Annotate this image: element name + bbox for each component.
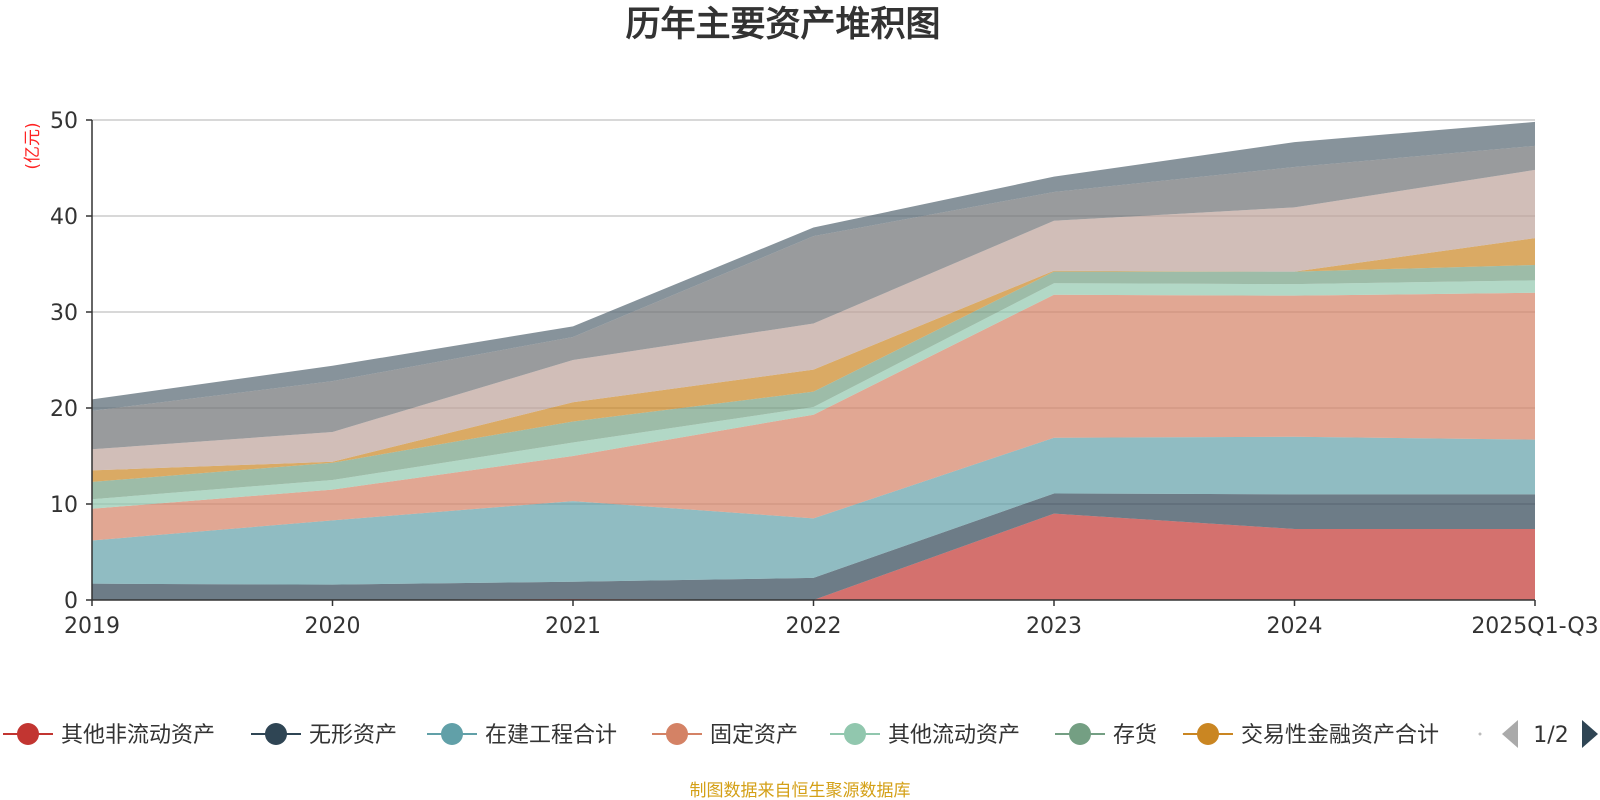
x-tick-label-1: 2020 xyxy=(305,614,361,639)
legend-item-5[interactable]: 存货 xyxy=(1055,723,1157,748)
y-tick-label-5: 50 xyxy=(50,109,78,134)
x-tick-label-3: 2022 xyxy=(786,614,842,639)
x-tick-label-5: 2024 xyxy=(1267,614,1323,639)
legend-overflow-dot xyxy=(1478,732,1482,736)
legend-item-2[interactable]: 在建工程合计 xyxy=(427,723,617,748)
area-series-group xyxy=(92,121,1535,600)
legend-label-0: 其他非流动资产 xyxy=(61,723,215,748)
chart-title: 历年主要资产堆积图 xyxy=(625,5,940,45)
legend-item-3[interactable]: 固定资产 xyxy=(652,723,798,748)
legend-marker-6 xyxy=(1197,723,1219,745)
legend-label-6: 交易性金融资产合计 xyxy=(1241,723,1439,748)
legend-marker-3 xyxy=(666,723,688,745)
area-series-9 xyxy=(92,121,1535,411)
legend-label-5: 存货 xyxy=(1113,723,1157,748)
area-series-8 xyxy=(92,145,1535,450)
y-tick-label-1: 10 xyxy=(50,493,78,518)
legend-label-2: 在建工程合计 xyxy=(485,723,617,748)
area-series-1 xyxy=(92,493,1535,600)
area-series-6 xyxy=(92,238,1535,482)
area-series-2 xyxy=(92,436,1535,585)
x-tick-label-4: 2023 xyxy=(1026,614,1082,639)
legend-marker-1 xyxy=(265,723,287,745)
x-tick-label-0: 2019 xyxy=(64,614,120,639)
legend-item-0[interactable]: 其他非流动资产 xyxy=(3,723,215,748)
data-source-note: 制图数据来自恒生聚源数据库 xyxy=(690,781,911,800)
area-series-0 xyxy=(92,513,1535,600)
legend-item-6[interactable]: 交易性金融资产合计 xyxy=(1183,723,1439,748)
legend-item-4[interactable]: 其他流动资产 xyxy=(830,723,1020,748)
legend-label-3: 固定资产 xyxy=(710,723,798,748)
legend-marker-0 xyxy=(17,723,39,745)
legend: 其他非流动资产 无形资产 在建工程合计 固定资产 其他流动资产 存货 交易性金融资产合计 1/… xyxy=(3,720,1598,748)
legend-next-page-icon[interactable] xyxy=(1582,720,1598,748)
legend-item-1[interactable]: 无形资产 xyxy=(251,723,397,748)
y-tick-label-4: 40 xyxy=(50,205,78,230)
legend-prev-page-icon[interactable] xyxy=(1502,720,1518,748)
y-axis-unit-label: (亿元) xyxy=(23,122,43,169)
y-tick-label-3: 30 xyxy=(50,301,78,326)
axes: 0 10 20 30 40 50 2019 2020 2021 2022 2023 2024 2025Q… xyxy=(50,109,1599,639)
area-series-3 xyxy=(92,292,1535,541)
y-tick-label-0: 0 xyxy=(64,589,78,614)
area-series-5 xyxy=(92,264,1535,500)
area-series-7 xyxy=(92,169,1535,471)
y-tick-label-2: 20 xyxy=(50,397,78,422)
legend-marker-5 xyxy=(1069,723,1091,745)
legend-marker-4 xyxy=(844,723,866,745)
legend-label-4: 其他流动资产 xyxy=(888,723,1020,748)
x-tick-label-2: 2021 xyxy=(545,614,601,639)
x-tick-label-6: 2025Q1-Q3 xyxy=(1471,614,1598,639)
legend-label-1: 无形资产 xyxy=(309,723,397,748)
legend-page-indicator: 1/2 xyxy=(1533,723,1568,748)
legend-marker-2 xyxy=(441,723,463,745)
